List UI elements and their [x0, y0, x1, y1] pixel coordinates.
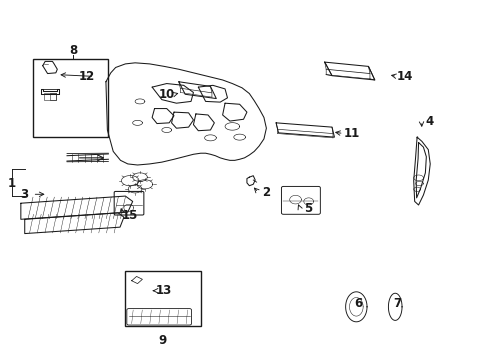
Text: 7: 7	[393, 297, 401, 310]
Bar	[125, 271, 201, 327]
Text: 13: 13	[156, 284, 172, 297]
Bar	[43, 93, 56, 100]
Text: 8: 8	[69, 44, 77, 57]
Bar	[33, 59, 108, 137]
Text: 14: 14	[396, 70, 412, 83]
Text: 9: 9	[159, 333, 166, 347]
Text: 6: 6	[354, 297, 362, 310]
Text: 12: 12	[78, 70, 94, 83]
Text: 5: 5	[303, 202, 311, 215]
Bar	[50, 93, 56, 100]
Text: 4: 4	[424, 114, 432, 127]
Text: 15: 15	[122, 209, 138, 222]
Text: 11: 11	[343, 127, 359, 140]
Text: 3: 3	[20, 188, 29, 201]
Text: 2: 2	[262, 186, 270, 199]
Text: 1: 1	[8, 177, 16, 190]
Text: 10: 10	[158, 88, 175, 101]
